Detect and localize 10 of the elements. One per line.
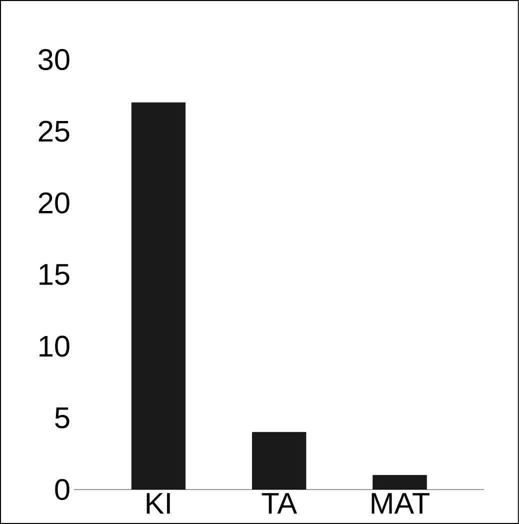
y-tick-label: 10 bbox=[40, 336, 70, 357]
y-tick-label: 0 bbox=[55, 478, 70, 500]
x-tick-label: KI bbox=[146, 493, 170, 514]
y-tick-label: 25 bbox=[38, 120, 70, 142]
y-tick-label: 5 bbox=[55, 407, 70, 428]
y-tick-label: 30 bbox=[38, 49, 70, 70]
y-tick-label: 15 bbox=[40, 264, 70, 285]
y-tick-label: 20 bbox=[38, 192, 70, 214]
x-tick-label: MAT bbox=[372, 493, 430, 514]
x-tick-label: TA bbox=[262, 493, 298, 514]
